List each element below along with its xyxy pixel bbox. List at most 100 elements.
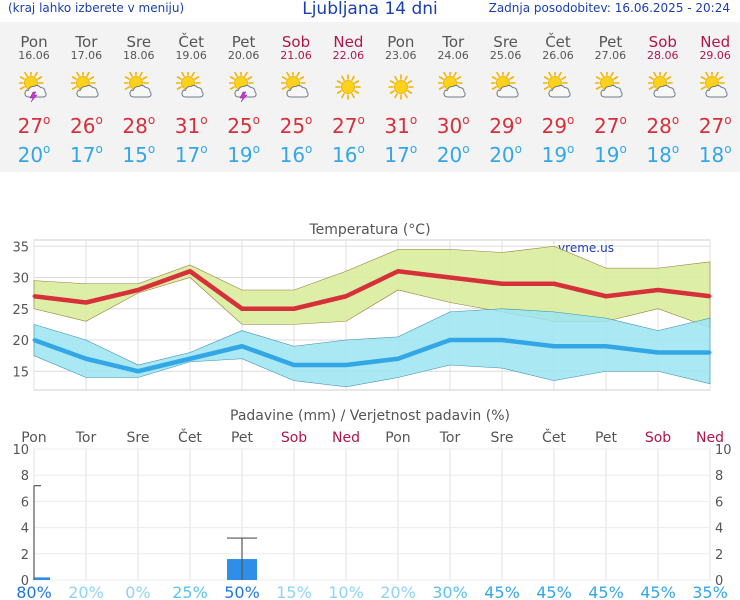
tmin-point: [32, 338, 36, 342]
day-date: 24.06: [437, 49, 469, 62]
precip-y-tick-left: 8: [21, 469, 29, 484]
tmax-point: [240, 307, 244, 311]
precip-x-tick: Čet: [178, 428, 202, 446]
day-name: Pet: [598, 33, 623, 51]
tmin-point: [708, 351, 712, 354]
precip-x-tick: Sre: [491, 430, 514, 446]
precip-y-tick-left: 0: [21, 574, 29, 589]
sun-cloud-thunder-icon: [18, 70, 49, 103]
precip-x-tick: Ned: [696, 430, 724, 446]
temp-min: 17o: [174, 142, 208, 167]
tmax-point: [500, 282, 504, 286]
day-date: 29.06: [699, 49, 731, 62]
sun-cloud-icon: [280, 70, 311, 102]
precip-x-tick: Sob: [645, 430, 671, 446]
tmax-point: [708, 294, 712, 298]
precip-x-tick: Pon: [21, 430, 46, 446]
precip-y-tick-left: 10: [12, 443, 29, 458]
precip-probability: 20%: [68, 583, 104, 600]
sun-cloud-icon: [175, 70, 206, 102]
day-date: 21.06: [280, 49, 312, 62]
precip-bar: [34, 577, 50, 580]
tmin-point: [344, 363, 348, 367]
tmax-point: [656, 288, 660, 292]
temp-max: 26o: [69, 113, 103, 138]
forecast-day: Sob 28.06 28o 18o: [637, 22, 689, 172]
tmin-range-band: [33, 308, 711, 388]
forecast-strip: Pon 16.06 27o 20o Tor 17.06 26o 17o Sre 18.06 28o 1…: [0, 22, 740, 172]
temp-min: 19o: [541, 142, 575, 167]
temp-min: 20o: [17, 142, 51, 167]
precip-probability: 45%: [588, 583, 624, 600]
temp-min: 16o: [279, 142, 313, 167]
temp-min: 15o: [122, 142, 156, 167]
precip-x-tick: Čet: [542, 428, 566, 446]
tmax-point: [136, 288, 140, 292]
precip-x-tick: Pon: [385, 430, 410, 446]
precip-y-tick-right: 0: [715, 574, 723, 589]
page-title: Ljubljana 14 dni: [302, 0, 438, 19]
precip-x-tick: Pet: [231, 430, 254, 446]
tmax-point: [448, 276, 452, 279]
sun-icon: [386, 72, 416, 102]
temp-max: 27o: [698, 113, 732, 138]
tmax-point: [84, 301, 88, 304]
day-date: 26.06: [542, 49, 574, 62]
temp-max: 27o: [331, 113, 365, 138]
forecast-day: Ned 22.06 27o 16o: [322, 22, 374, 172]
tmax-point: [552, 282, 556, 286]
day-date: 28.06: [647, 49, 679, 62]
forecast-day: Tor 17.06 26o 17o: [60, 22, 112, 172]
day-date: 19.06: [175, 49, 207, 62]
day-name: Pon: [20, 33, 48, 51]
temp-y-tick: 25: [12, 303, 29, 318]
temp-max: 25o: [227, 113, 260, 138]
precip-y-tick-right: 4: [715, 522, 723, 537]
forecast-day: Pet 20.06 25o 19o: [218, 22, 270, 172]
precip-probability: 30%: [432, 583, 468, 600]
forecast-day: Sre 18.06 28o 15o: [113, 22, 165, 172]
tmin-point: [500, 338, 504, 342]
temp-max: 29o: [489, 113, 522, 138]
watermark: vreme.us: [558, 241, 614, 255]
precip-probability: 45%: [536, 583, 572, 600]
tmin-point: [136, 369, 140, 373]
tmin-point: [604, 344, 608, 348]
sun-cloud-icon: [699, 70, 730, 102]
last-update: Zadnja posodobitev: 16.06.2025 - 20:24: [488, 1, 730, 15]
tmin-point: [292, 363, 296, 367]
forecast-day: Pon 23.06 31o 17o: [375, 22, 427, 172]
day-name: Sob: [281, 33, 311, 51]
day-name: Ned: [333, 33, 364, 51]
location-note[interactable]: (kraj lahko izberete v meniju): [8, 1, 185, 15]
temp-max: 25o: [279, 113, 313, 138]
temp-y-tick: 30: [12, 272, 29, 287]
precip-x-tick: Sob: [281, 430, 307, 446]
temp-min: 17o: [69, 142, 103, 167]
precip-chart-title: Padavine (mm) / Verjetnost padavin (%): [230, 408, 510, 424]
precip-x-tick: Pet: [595, 430, 618, 446]
day-name: Pon: [387, 33, 415, 51]
sun-icon: [333, 72, 363, 102]
forecast-day: Tor 24.06 30o 20o: [427, 22, 479, 172]
tmax-point: [604, 294, 608, 298]
tmax-point: [292, 307, 296, 311]
tmin-point: [84, 357, 88, 361]
temp-max: 27o: [593, 113, 627, 138]
precip-probability: 20%: [380, 583, 416, 600]
sun-cloud-icon: [489, 70, 521, 102]
precip-y-tick-right: 8: [715, 469, 723, 484]
temp-min: 17o: [384, 142, 418, 167]
day-date: 22.06: [332, 49, 365, 62]
sun-cloud-icon: [70, 70, 101, 102]
day-date: 27.06: [594, 49, 627, 62]
temp-y-tick: 35: [12, 240, 29, 255]
page-header: (kraj lahko izberete v meniju) Ljubljana…: [0, 0, 740, 22]
day-name: Pet: [231, 33, 256, 51]
precip-x-tick: Tor: [439, 430, 461, 446]
sun-cloud-icon: [594, 70, 625, 102]
day-name: Sob: [648, 33, 677, 51]
day-name: Čet: [545, 33, 571, 51]
temp-min: 19o: [227, 142, 260, 167]
temp-max: 28o: [646, 113, 680, 138]
